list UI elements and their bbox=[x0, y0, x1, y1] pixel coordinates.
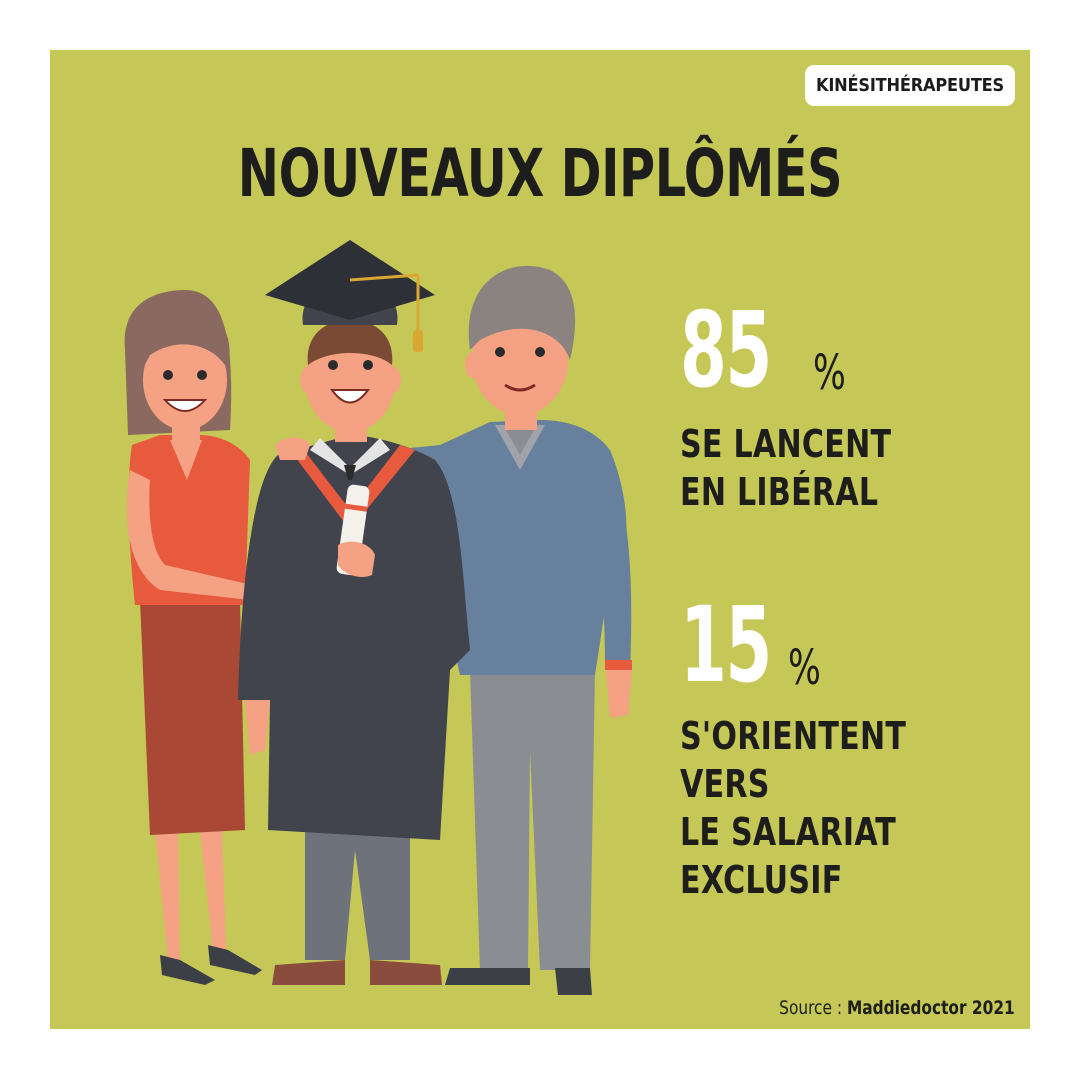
stat-line: EN LIBÉRAL bbox=[680, 470, 879, 514]
stat-line: VERS bbox=[680, 762, 770, 806]
stat-salaried: 15 % S'ORIENTENT VERS LE SALARIAT EXCLUS… bbox=[680, 584, 906, 902]
stat-value: 85 bbox=[680, 289, 772, 411]
infographic-card: KINÉSITHÉRAPEUTES NOUVEAUX DIPLÔMÉS 85 %… bbox=[50, 50, 1030, 1029]
source-credit: Source : Maddiedoctor 2021 bbox=[779, 997, 1015, 1019]
source-label: Source : bbox=[779, 997, 843, 1019]
graduate-figure bbox=[238, 240, 470, 985]
stat-description: SE LANCENT EN LIBÉRAL bbox=[680, 420, 920, 516]
source-name: Maddiedoctor 2021 bbox=[847, 997, 1015, 1019]
stat-unit: % bbox=[813, 345, 846, 401]
stat-liberal: 85 % SE LANCENT EN LIBÉRAL bbox=[680, 289, 891, 514]
family-illustration bbox=[124, 240, 632, 995]
category-tag: KINÉSITHÉRAPEUTES bbox=[805, 65, 1015, 106]
graduation-cap-icon bbox=[265, 240, 435, 352]
stat-unit: % bbox=[788, 640, 821, 696]
stat-line: SE LANCENT bbox=[680, 422, 892, 466]
stat-value: 15 bbox=[680, 584, 772, 706]
page-title: NOUVEAUX DIPLÔMÉS bbox=[237, 135, 843, 212]
stat-line: EXCLUSIF bbox=[680, 858, 843, 902]
stat-line: LE SALARIAT bbox=[680, 810, 897, 854]
stat-line: S'ORIENTENT bbox=[680, 714, 907, 758]
stat-description: S'ORIENTENT VERS LE SALARIAT EXCLUSIF bbox=[680, 712, 937, 904]
